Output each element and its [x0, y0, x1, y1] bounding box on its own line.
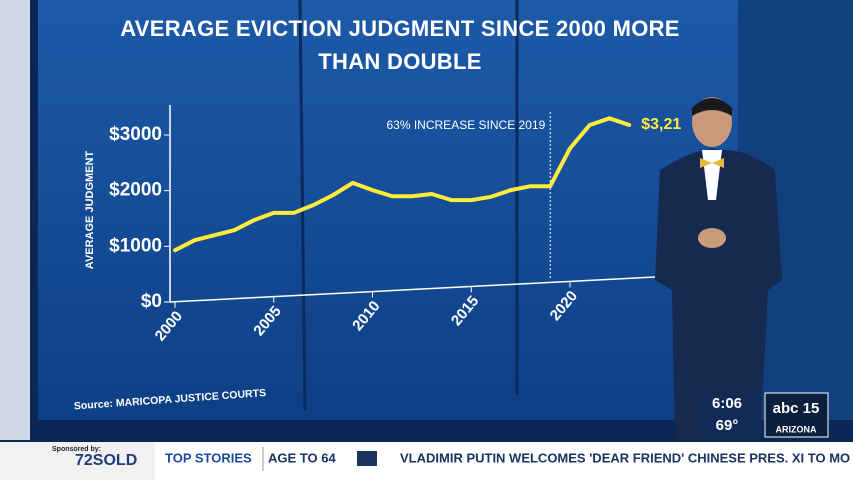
station-logo: abc 15 — [773, 400, 820, 417]
y-tick-label: $1000 — [109, 235, 162, 256]
ticker-item: VLADIMIR PUTIN WELCOMES 'DEAR FRIEND' CH… — [400, 450, 850, 465]
frame-edge — [0, 0, 30, 440]
ticker-section: TOP STORIES — [165, 450, 252, 465]
presenter — [655, 97, 782, 440]
ticker-item: AGE TO 64 — [268, 450, 336, 465]
sponsor-box — [0, 442, 155, 480]
ticker-logo — [357, 451, 377, 466]
sponsor-label: Sponsored by: — [52, 446, 101, 453]
end-label: $3,21 — [641, 116, 681, 133]
time: 6:06 — [712, 395, 742, 412]
data-line — [173, 116, 632, 253]
panel-seam — [298, 0, 307, 411]
clock-box — [700, 393, 762, 437]
y-tick-label: $0 — [141, 291, 162, 312]
video-wall — [38, 0, 738, 420]
y-axis-label: AVERAGE JUDGMENT — [84, 151, 96, 270]
y-tick-label: $3000 — [109, 124, 162, 145]
y-tick-label: $2000 — [109, 180, 162, 201]
sponsor: 72SOLD — [75, 452, 137, 469]
logo-box — [764, 392, 829, 438]
x-axis — [169, 276, 656, 303]
temperature: 69° — [716, 417, 739, 434]
annotation: 63% INCREASE SINCE 2019 — [387, 118, 546, 132]
region: ARIZONA — [776, 424, 817, 434]
chart-title: AVERAGE EVICTION JUDGMENT SINCE 2000 MOR… — [120, 16, 680, 74]
